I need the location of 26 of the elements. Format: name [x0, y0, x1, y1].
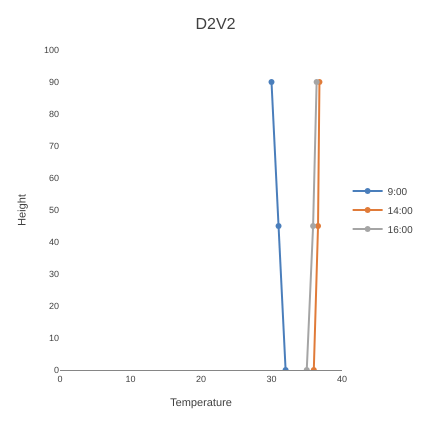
x-tick-label: 30 [266, 374, 277, 384]
point [276, 223, 282, 229]
point [310, 223, 316, 229]
point [315, 223, 322, 229]
y-tick-label: 80 [48, 109, 59, 120]
y-tick-label: 30 [48, 269, 59, 280]
legend-label: 9:00 [388, 186, 408, 198]
y-axis-title: Height [16, 194, 29, 226]
x-tick-label: 40 [336, 374, 348, 384]
legend-label: 16:00 [388, 224, 414, 236]
y-tick-label: 10 [48, 333, 59, 344]
point [314, 79, 320, 85]
x-tick-label: 10 [125, 374, 136, 384]
y-tick-label: 90 [48, 77, 59, 88]
x-tick-label: 20 [196, 374, 206, 384]
y-tick-label: 70 [48, 141, 59, 152]
x-axis-title: Temperature [170, 397, 232, 409]
legend-label: 14:00 [388, 206, 414, 217]
point [268, 79, 274, 85]
y-tick-label: 50 [48, 205, 59, 216]
y-tick-label: 20 [48, 301, 59, 312]
y-tick-label: 40 [48, 237, 59, 248]
y-tick-label: 0 [54, 365, 59, 376]
chart-title: D2V2 [195, 16, 236, 33]
y-tick-label: 60 [48, 173, 59, 184]
y-tick-label: 100 [44, 45, 59, 56]
